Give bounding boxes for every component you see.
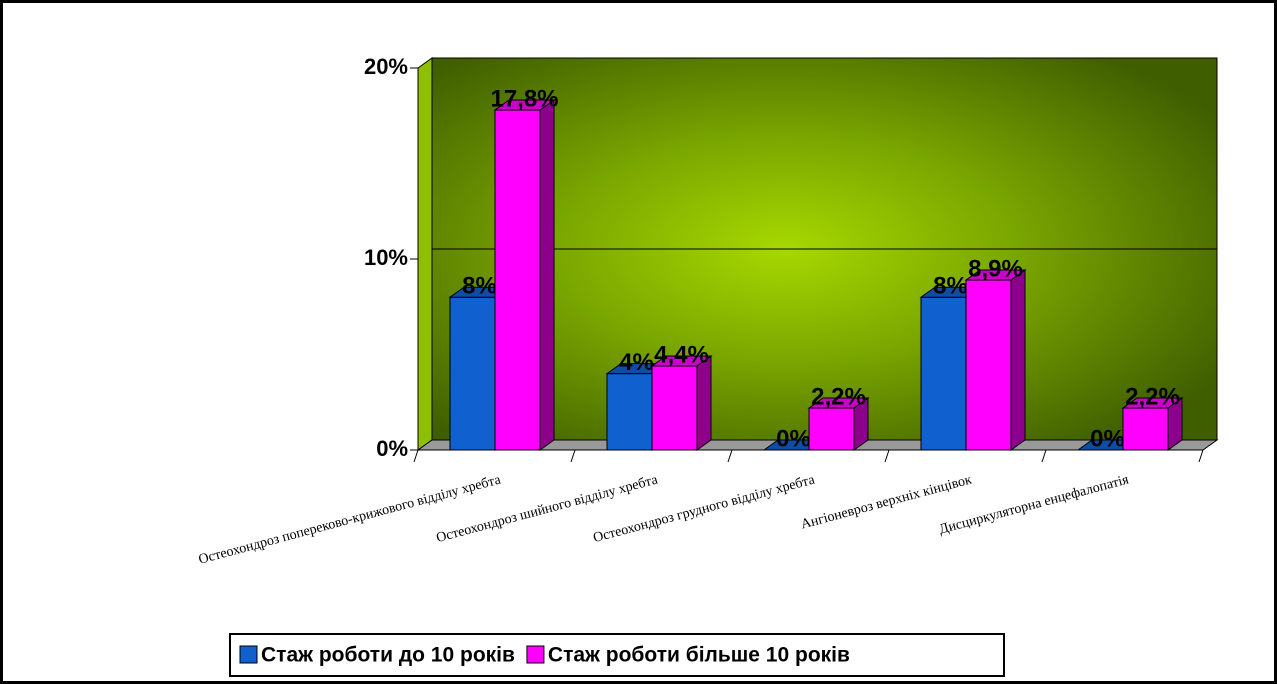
bar-front [920,296,967,451]
value-label: 2,2% [811,383,866,410]
bar-front [808,407,855,451]
bar-top [964,269,1027,281]
x-tick [570,449,576,463]
value-label: 0% [1090,425,1125,452]
bar-front [494,109,541,451]
bar-front [651,365,698,451]
x-tick [727,449,733,463]
legend-swatch [239,645,258,664]
bar-front [965,279,1012,451]
bar-front [1122,407,1169,451]
legend-label: Стаж роботи до 10 років [261,644,515,667]
value-label: 4% [619,349,654,376]
y-tick-label: 10% [364,245,408,270]
value-label: 2,2% [1125,383,1180,410]
y-tick-label: 20% [364,54,408,79]
x-tick [1041,449,1047,463]
bar-front [449,296,496,451]
bar-top [493,99,556,111]
bar-side [539,99,555,451]
value-label: 8% [462,273,497,300]
y-tick-label: 0% [376,436,408,461]
value-label: 8,9% [968,255,1023,282]
bar-top [650,355,713,367]
bar-top [807,397,870,409]
bar-front [606,373,653,451]
x-tick [1198,449,1204,463]
value-label: 8% [933,273,968,300]
legend-label: Стаж роботи більше 10 років [548,644,850,667]
legend [229,633,1005,677]
value-label: 4,4% [654,341,709,368]
x-tick [884,449,890,463]
bar-side [696,354,712,451]
bar-top [1121,397,1184,409]
side-wall [417,57,433,451]
value-label: 17,8% [490,85,558,112]
legend-swatch [526,645,545,664]
x-tick [413,449,419,463]
bar-side [1010,269,1026,451]
value-label: 0% [776,425,811,452]
